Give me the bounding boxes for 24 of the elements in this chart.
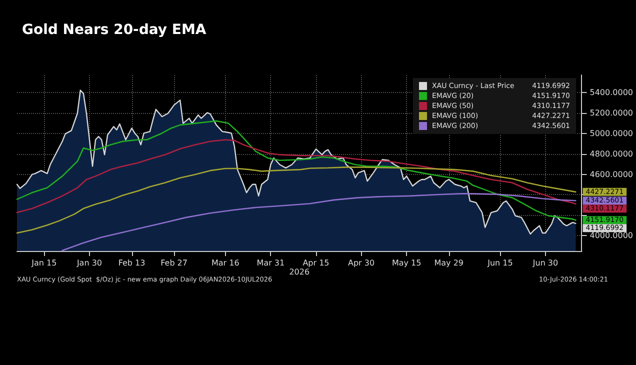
x-tick-label: Apr 30 xyxy=(348,258,375,268)
x-tick-label: Mar 16 xyxy=(211,258,240,268)
x-tick-label: May 15 xyxy=(392,258,422,268)
x-tick-label: Jan 15 xyxy=(30,258,57,268)
chart-title: Gold Nears 20-day EMA xyxy=(22,22,206,38)
y-tick-label: 5400.0000 xyxy=(590,88,634,97)
x-tick-label: Feb 13 xyxy=(118,258,146,268)
y-tick-label: 4800.0000 xyxy=(590,149,634,158)
line-series xyxy=(62,193,576,252)
x-tick-label: Jan 30 xyxy=(76,258,102,268)
x-tick-label: May 29 xyxy=(434,258,464,268)
x-tick-label: Jun 30 xyxy=(532,258,558,268)
x-tick-label: Mar 31 xyxy=(256,258,285,268)
x-axis-title: 2026 xyxy=(289,267,310,276)
line-series xyxy=(16,120,576,221)
x-tick-label: Apr 15 xyxy=(302,258,330,268)
line-series xyxy=(16,166,576,234)
x-tick-label: Jun 15 xyxy=(486,258,513,268)
x-tick-label: Feb 27 xyxy=(160,258,188,268)
line-series xyxy=(16,139,576,214)
y-tick-label: 4000.0000 xyxy=(590,231,634,240)
y-tick-label: 5000.0000 xyxy=(590,128,634,138)
y-tick-label: 5200.0000 xyxy=(590,108,634,118)
y-tick-label: 4600.0000 xyxy=(590,170,634,179)
